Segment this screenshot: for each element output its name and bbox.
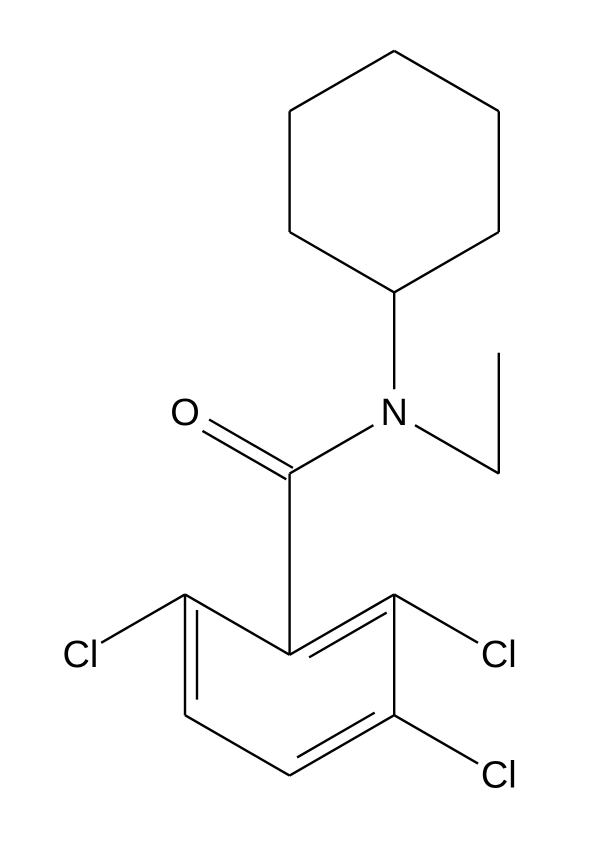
- bond: [290, 51, 395, 111]
- bond: [209, 419, 293, 467]
- bond: [415, 425, 499, 473]
- bond: [290, 232, 395, 292]
- bond: [185, 715, 290, 775]
- atom-label-cl: Cl: [481, 755, 517, 797]
- bond: [290, 715, 395, 775]
- bond: [297, 713, 375, 758]
- bond: [309, 613, 387, 658]
- bond: [185, 594, 290, 654]
- bond: [290, 425, 374, 473]
- bond: [394, 715, 478, 763]
- bond: [202, 431, 286, 479]
- bond: [394, 232, 499, 292]
- atom-label-cl: Cl: [481, 634, 517, 676]
- atom-label-o: O: [170, 392, 200, 434]
- molecule-diagram: Cl Cl Cl O N: [0, 0, 594, 848]
- bond: [394, 594, 478, 642]
- bond: [101, 594, 185, 642]
- atom-label-n: N: [380, 392, 407, 434]
- bond: [394, 51, 499, 111]
- bond: [290, 594, 395, 654]
- atom-label-cl: Cl: [62, 634, 98, 676]
